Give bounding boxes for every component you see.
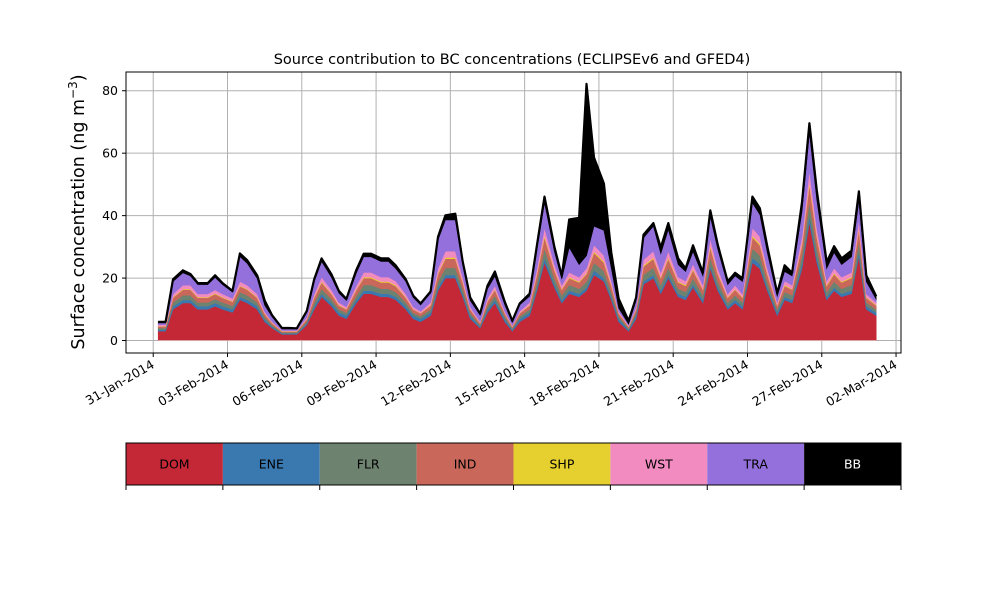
- legend-swatch-dom: [126, 443, 223, 485]
- legend-label-tra: TRA: [743, 457, 769, 472]
- x-tick-label: 18-Feb-2014: [527, 357, 603, 409]
- x-tick-label: 06-Feb-2014: [229, 357, 305, 409]
- x-tick-label: 12-Feb-2014: [378, 357, 454, 409]
- legend-swatch-tra: [707, 443, 805, 485]
- total-outline: [158, 82, 878, 330]
- y-axis-label-main: Surface concentration (ng m: [69, 99, 89, 350]
- x-axis: 31-Jan-201403-Feb-201406-Feb-201409-Feb-…: [83, 353, 900, 409]
- x-tick-label: 15-Feb-2014: [452, 357, 528, 409]
- y-tick-label: 0: [110, 333, 118, 348]
- y-axis-label-superscript: −3: [66, 81, 80, 99]
- chart-title: Source contribution to BC concentrations…: [274, 52, 751, 68]
- legend-label-ind: IND: [454, 457, 477, 472]
- legend-label-flr: FLR: [357, 457, 380, 472]
- y-tick-label: 60: [102, 146, 118, 161]
- legend-swatch-wst: [610, 443, 708, 485]
- x-tick-label: 31-Jan-2014: [83, 357, 157, 408]
- y-tick-label: 20: [102, 271, 118, 286]
- legend-label-shp: SHP: [550, 457, 575, 472]
- x-tick-label: 02-Mar-2014: [823, 357, 899, 410]
- x-tick-label: 09-Feb-2014: [304, 357, 380, 409]
- legend-swatch-bb: [804, 443, 901, 485]
- y-tick-label: 80: [102, 83, 118, 98]
- y-axis: 0 20 40 60 80: [102, 83, 126, 348]
- y-axis-label: Surface concentration (ng m−3): [66, 74, 89, 349]
- legend-swatch-ind: [416, 443, 514, 485]
- legend-label-wst: WST: [645, 457, 673, 472]
- legend-label-ene: ENE: [259, 457, 284, 472]
- legend-swatch-shp: [513, 443, 611, 485]
- legend-label-dom: DOM: [159, 457, 189, 472]
- legend-swatch-flr: [319, 443, 417, 485]
- y-tick-label: 40: [102, 208, 118, 223]
- x-tick-label: 21-Feb-2014: [601, 357, 677, 409]
- legend-label-bb: BB: [844, 457, 861, 472]
- x-tick-label: 24-Feb-2014: [675, 357, 751, 409]
- legend: DOM ENE FLR IND SHP WST TRA BB: [125, 442, 902, 490]
- x-tick-label: 03-Feb-2014: [155, 357, 231, 409]
- stacked-areas: [157, 82, 878, 342]
- legend-swatch-ene: [222, 443, 320, 485]
- x-tick-label: 27-Feb-2014: [749, 357, 825, 409]
- y-axis-label-end: ): [69, 74, 89, 81]
- plot-area-frame: [125, 71, 902, 354]
